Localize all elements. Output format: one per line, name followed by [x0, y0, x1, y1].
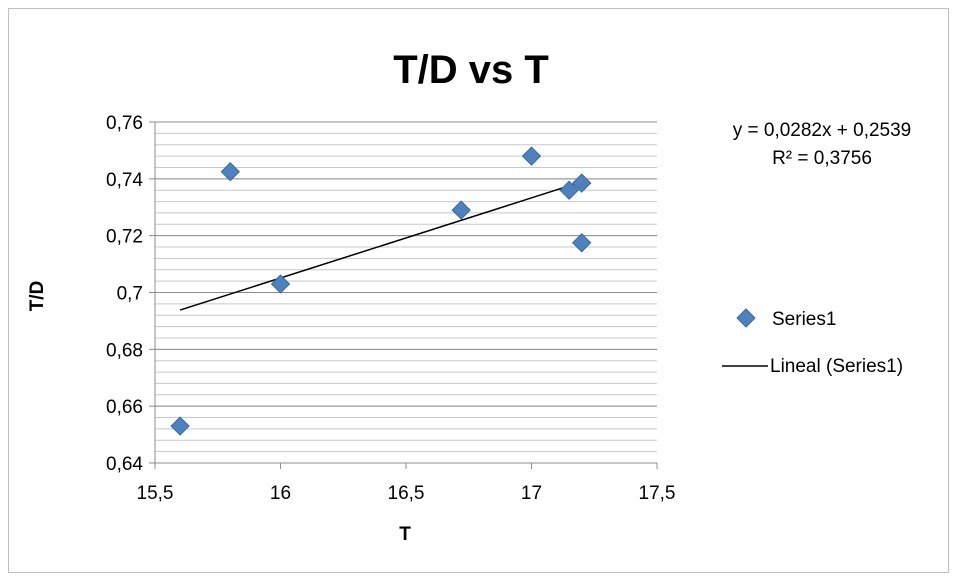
- data-point: [571, 233, 592, 253]
- data-point: [571, 173, 592, 193]
- y-tick-label: 0,72: [106, 227, 143, 248]
- data-point: [220, 162, 241, 182]
- y-tick-label: 0,76: [106, 113, 143, 134]
- y-tick-label: 0,74: [106, 170, 143, 191]
- legend-label-trendline: Lineal (Series1): [770, 356, 903, 377]
- data-point: [521, 146, 542, 166]
- legend-label-series1: Series1: [772, 309, 836, 330]
- legend-marker-diamond: [736, 308, 756, 328]
- data-points: [170, 146, 592, 436]
- x-tick-label: 15,5: [137, 483, 174, 504]
- x-tick-label: 17: [521, 483, 542, 504]
- chart-title: T/D vs T: [393, 48, 549, 92]
- data-point: [451, 200, 471, 220]
- y-axis-label: T/D: [27, 281, 48, 312]
- y-tick-label: 0,66: [106, 397, 143, 418]
- y-tick-label: 0,7: [117, 284, 143, 305]
- chart-border: [8, 8, 949, 573]
- legend: Series1 Lineal (Series1): [722, 308, 903, 377]
- trendline-equation: y = 0,0282x + 0,2539: [733, 120, 912, 141]
- data-point: [559, 180, 579, 200]
- trendline: [179, 181, 582, 311]
- y-tick-label: 0,68: [106, 340, 143, 361]
- trendline-layer: [179, 181, 582, 311]
- y-tick-label: 0,64: [106, 454, 143, 475]
- tick-labels: 0,64 0,66 0,68 0,7 0,72 0,74 0,76 15,5 16 16,5 17 1…: [106, 113, 675, 504]
- x-tick-label: 16,5: [388, 483, 425, 504]
- legend-entry-trendline: Lineal (Series1): [722, 356, 903, 377]
- trendline-r-squared: R² = 0,3756: [772, 148, 872, 169]
- x-tick-label: 17,5: [639, 483, 676, 504]
- x-tick-label: 16: [270, 483, 291, 504]
- data-point: [170, 416, 190, 436]
- axes: [154, 122, 658, 469]
- x-axis-label: T: [399, 524, 411, 545]
- legend-entry-series1: Series1: [736, 308, 836, 330]
- data-point: [270, 274, 291, 294]
